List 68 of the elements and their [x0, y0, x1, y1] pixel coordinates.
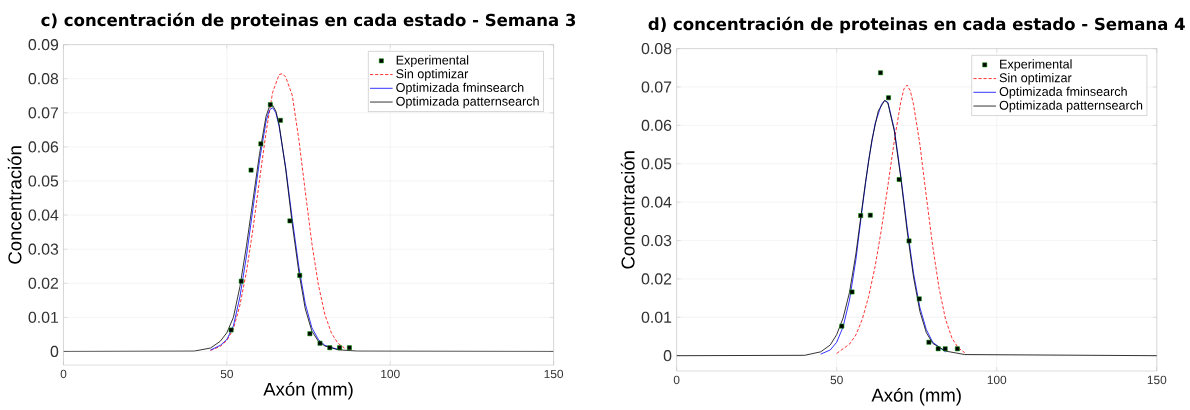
point: [954, 346, 960, 352]
y-tick-label: 0.05: [28, 175, 59, 187]
point: [896, 177, 902, 182]
legend-label: Optimizada patternsearch: [999, 100, 1143, 113]
y-tick-label: 0.01: [641, 311, 672, 324]
chart-title: c) concentración de proteinas en cada estado - Semana 3: [41, 12, 576, 30]
y-tick-label: 0.09: [28, 39, 59, 51]
y-tick-label: 0.07: [641, 81, 672, 93]
x-tick-label: 50: [830, 375, 843, 385]
y-tick-label: 0.04: [641, 196, 672, 208]
legend-label: Optimizada fminsearch: [396, 82, 524, 95]
y-tick-label: 0: [50, 345, 59, 358]
x-tick-label: 0: [60, 369, 67, 379]
x-tick-label: 50: [220, 369, 234, 379]
y-tick-label: 0.04: [28, 209, 59, 221]
point: [278, 118, 283, 123]
x-tick-label: 100: [987, 375, 1007, 385]
y-axis-title: Concentración: [620, 151, 635, 269]
point: [317, 340, 323, 346]
y-tick-label: 0.05: [641, 158, 672, 170]
point: [906, 238, 912, 244]
legend-label: Sin optimizar: [396, 69, 469, 81]
point: [916, 296, 922, 302]
y-tick-label: 0.03: [641, 235, 672, 247]
x-tick-label: 150: [544, 369, 564, 379]
x-tick-label: 150: [1147, 375, 1167, 385]
y-tick-label: 0.07: [28, 107, 59, 119]
point: [867, 212, 873, 218]
y-tick-label: 0.02: [641, 273, 672, 285]
point: [926, 339, 932, 345]
point: [258, 141, 264, 147]
point: [839, 323, 845, 329]
x-axis-title: Axón (mm): [871, 388, 961, 406]
point: [878, 70, 883, 76]
point: [337, 345, 342, 351]
point: [942, 346, 948, 352]
y-tick-label: 0.06: [641, 119, 672, 132]
x-axis-title: Axón (mm): [263, 382, 353, 400]
legend-label: Sin optimizar: [999, 73, 1072, 85]
point: [307, 331, 313, 337]
point: [297, 273, 303, 278]
point: [935, 346, 941, 352]
y-tick-label: 0.03: [28, 243, 59, 255]
x-tick-label: 0: [673, 375, 680, 385]
point: [248, 167, 254, 173]
y-tick-label: 0.08: [28, 73, 59, 85]
point: [287, 218, 293, 224]
legend-label: Optimizada fminsearch: [999, 86, 1127, 99]
y-tick-label: 0.06: [28, 141, 59, 153]
line-series: [836, 84, 966, 354]
point: [347, 345, 352, 351]
y-tick-label: 0.01: [28, 311, 59, 324]
legend-label: Optimizada patternsearch: [396, 96, 539, 109]
point: [228, 327, 234, 333]
y-tick-label: 0: [663, 350, 672, 362]
x-tick-label: 100: [381, 369, 400, 379]
legend-label: Experimental: [396, 55, 469, 68]
y-tick-label: 0.08: [641, 43, 672, 55]
point: [327, 345, 333, 351]
y-tick-label: 0.02: [28, 277, 59, 289]
point: [267, 102, 273, 108]
point: [858, 213, 864, 219]
point: [886, 95, 891, 101]
y-axis-title: Concentración: [7, 146, 22, 264]
point: [238, 278, 244, 284]
chart-title: d) concentración de proteinas en cada estado - Semana 4: [648, 16, 1185, 34]
legend-label: Experimental: [1000, 59, 1072, 72]
point: [849, 289, 855, 295]
